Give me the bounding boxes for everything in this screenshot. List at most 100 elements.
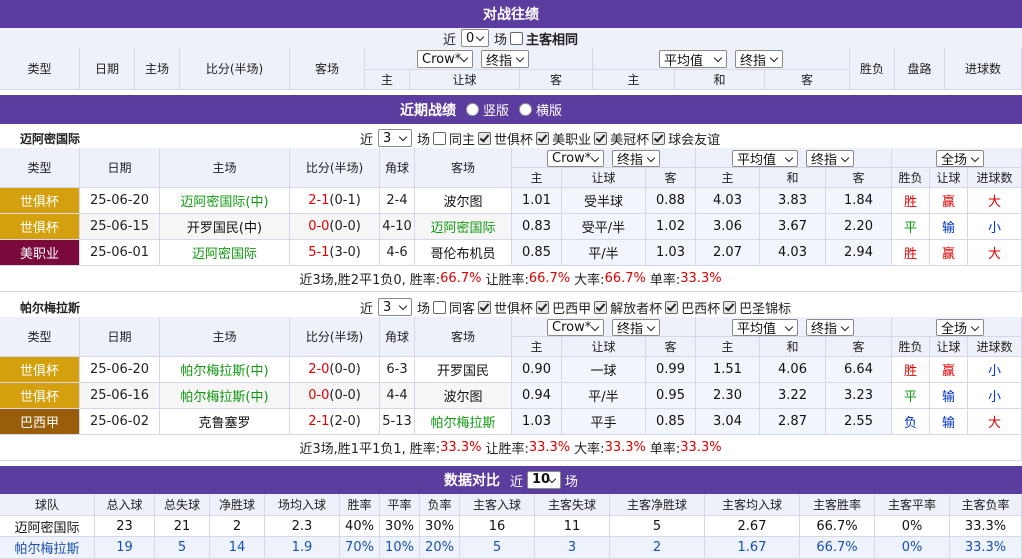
count-select[interactable]: 10 (527, 471, 561, 489)
stat-value: 33.3% (440, 440, 482, 455)
odds-select[interactable]: 全场 (936, 150, 984, 168)
radio[interactable] (519, 103, 532, 116)
column-header: 负率 (420, 494, 460, 516)
label: 场 (565, 474, 579, 490)
odds-select[interactable]: 终指 (481, 50, 529, 69)
checkbox[interactable] (510, 31, 524, 45)
summary: 近3场,胜2平1负0, 胜率: 66.7% 让胜率: 66.7% 大率: 66.7% 单率: 3… (0, 266, 1022, 292)
checkbox[interactable] (594, 300, 608, 314)
score: 0-0 (0-0) (290, 383, 380, 409)
stat-cell: 5 (155, 537, 210, 559)
full-time-score: 0-0 (308, 219, 330, 234)
stat-cell: 40% (340, 516, 380, 537)
stat-cell: 20% (420, 537, 460, 559)
sub-header: 和 (760, 337, 826, 357)
stat-cell: 66.7% (800, 537, 875, 559)
odds-home: 0.90 (512, 357, 562, 383)
avg-away: 1.84 (826, 188, 892, 214)
group-header (512, 148, 696, 168)
goals: 小 (968, 383, 1022, 409)
checkbox[interactable] (652, 131, 666, 145)
stat-label: 大率: (574, 442, 605, 457)
label: 主客相同 (526, 32, 579, 48)
radio[interactable] (465, 103, 479, 116)
odds-select[interactable]: 终指 (806, 150, 854, 168)
odds-select[interactable]: 终指 (612, 150, 660, 168)
odds-select[interactable]: 终指 (806, 319, 854, 337)
sub-header: 主 (512, 168, 562, 188)
section-title: 对战往绩 (0, 0, 1022, 28)
label: 场 (417, 132, 431, 148)
checkbox[interactable] (478, 300, 492, 314)
odds-select[interactable]: 平均值 (659, 50, 727, 69)
home-team: 迈阿密国际 (160, 240, 290, 266)
checkbox[interactable] (433, 300, 447, 314)
column-header: 日期 (80, 148, 160, 188)
checkbox[interactable] (536, 131, 550, 145)
summary-intro: 近3场,胜1平1负1, (299, 442, 406, 457)
count-select[interactable]: 0 (461, 29, 490, 47)
sub-header: 客 (646, 337, 696, 357)
sub-header: 让球 (930, 168, 968, 188)
sub-header: 客 (826, 168, 892, 188)
column-header: 平率 (380, 494, 420, 516)
column-header: 盘路 (895, 48, 945, 90)
summary: 近3场,胜1平1负1, 胜率: 33.3% 让胜率: 33.3% 大率: 33.3% 单率: 3… (0, 435, 1022, 461)
stat-value: 33.3% (680, 440, 722, 455)
column-header: 主客失球 (535, 494, 610, 516)
column-header: 主客胜率 (800, 494, 875, 516)
column-header: 日期 (80, 317, 160, 357)
title: 近期战绩 (399, 102, 456, 119)
column-header: 类型 (0, 317, 80, 357)
odds-select[interactable]: 终指 (612, 319, 660, 337)
odds-select[interactable]: Crow* (547, 319, 604, 336)
checkbox[interactable] (594, 131, 608, 145)
half-time-score: (0-0) (329, 388, 361, 403)
stat-cell: 5 (460, 537, 535, 559)
stat-value: 33.3% (528, 440, 571, 455)
handicap-result: 输 (930, 383, 968, 409)
column-header: 日期 (80, 48, 135, 90)
count-select[interactable]: 3 (378, 129, 413, 147)
full-time-score: 2-1 (308, 414, 330, 429)
goals: 大 (968, 240, 1022, 266)
stat-label: 让胜率: (485, 442, 529, 457)
corner: 4-6 (380, 240, 415, 266)
odds-select[interactable]: 平均值 (732, 150, 798, 168)
score: 2-0 (0-0) (290, 357, 380, 383)
stat-cell: 1.9 (265, 537, 340, 559)
team-filter: 近 3 场 同主 世俱杯 美职业 美冠杯 球会友谊 (360, 128, 840, 148)
column-header: 总入球 (95, 494, 155, 516)
column-header: 客场 (415, 148, 512, 188)
home-team: 开罗国民(中) (160, 214, 290, 240)
checkbox[interactable] (433, 131, 447, 145)
odds-home: 0.85 (512, 240, 562, 266)
odds-select[interactable]: 全场 (936, 319, 984, 337)
date: 25-06-15 (80, 214, 160, 240)
odds-select[interactable]: 终指 (735, 50, 783, 69)
avg-home: 2.07 (696, 240, 760, 266)
avg-away: 6.64 (826, 357, 892, 383)
checkbox[interactable] (665, 300, 679, 314)
stat-label: 胜率: (409, 273, 441, 288)
corner: 4-10 (380, 214, 415, 240)
stat-cell: 迈阿密国际 (0, 516, 95, 537)
avg-draw: 3.83 (760, 188, 826, 214)
odds-select[interactable]: 平均值 (732, 319, 798, 337)
home-team: 克鲁塞罗 (160, 409, 290, 435)
avg-away: 3.23 (826, 383, 892, 409)
stat-cell: 21 (155, 516, 210, 537)
checkbox[interactable] (536, 300, 550, 314)
stat-cell: 19 (95, 537, 155, 559)
checkbox[interactable] (478, 131, 492, 145)
stat-cell: 3 (535, 537, 610, 559)
odds-select[interactable]: Crow* (547, 150, 604, 167)
odds-select[interactable]: Crow* (417, 50, 473, 68)
view-option: 竖版 (482, 104, 509, 119)
avg-draw: 4.06 (760, 357, 826, 383)
full-time-score: 2-0 (308, 362, 330, 377)
stat-cell: 0% (875, 516, 950, 537)
checkbox[interactable] (723, 300, 737, 314)
handicap: 受半球 (562, 188, 646, 214)
count-select[interactable]: 3 (378, 298, 413, 316)
